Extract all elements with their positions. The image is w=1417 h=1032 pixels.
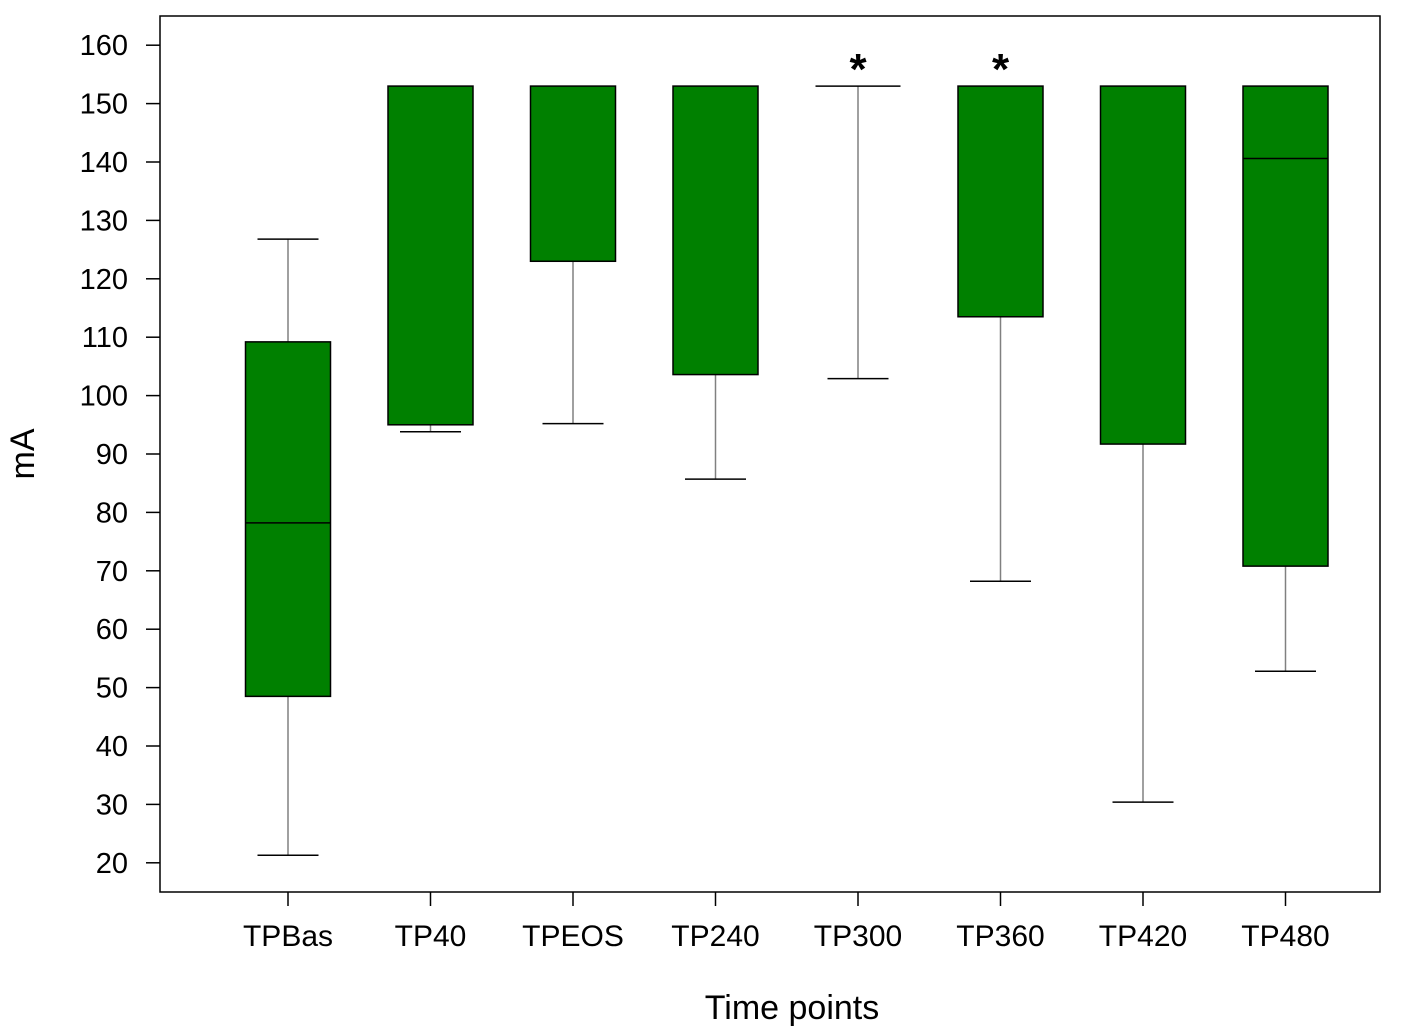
significance-marker: * [849, 45, 867, 94]
y-tick-label: 80 [96, 497, 128, 529]
x-tick-label: TP420 [1099, 920, 1187, 953]
y-tick-label: 160 [80, 30, 128, 62]
x-tick-label: TP40 [395, 920, 467, 953]
y-tick-label: 130 [80, 205, 128, 237]
x-tick-label: TP480 [1241, 920, 1329, 953]
x-axis-title: Time points [705, 989, 879, 1027]
y-tick-label: 40 [96, 731, 128, 763]
y-tick-label: 70 [96, 556, 128, 588]
y-tick-label: 120 [80, 264, 128, 296]
x-tick-label: TPEOS [522, 920, 624, 953]
boxes-layer: * * [244, 45, 1329, 856]
y-tick-label: 100 [80, 381, 128, 413]
y-tick-label: 150 [80, 89, 128, 121]
box-iqr [1099, 85, 1187, 445]
y-tick-label: 90 [96, 439, 128, 471]
box-iqr [672, 85, 759, 376]
y-tick-label: 30 [96, 789, 128, 821]
y-tick-label: 140 [80, 147, 128, 179]
box-iqr [244, 341, 332, 698]
y-tick-label: 60 [96, 614, 128, 646]
y-tick-label: 50 [96, 673, 128, 705]
axis-layer: 20 30 40 50 60 70 80 90 100 110 120 130 140 150 160 TPB… [80, 15, 1381, 953]
y-tick-label: 20 [96, 848, 128, 880]
box-iqr [387, 85, 474, 426]
box-iqr [1242, 85, 1329, 567]
box-iqr [529, 85, 617, 263]
y-tick-label: 110 [82, 322, 128, 354]
box-iqr [957, 85, 1044, 318]
y-axis-title: mA [4, 428, 42, 479]
significance-marker: * [992, 45, 1010, 94]
x-tick-label: TP240 [671, 920, 759, 953]
x-tick-label: TP300 [814, 920, 902, 953]
x-tick-label: TPBas [243, 920, 333, 953]
plot-frame [159, 15, 1381, 893]
x-tick-label: TP360 [956, 920, 1044, 953]
